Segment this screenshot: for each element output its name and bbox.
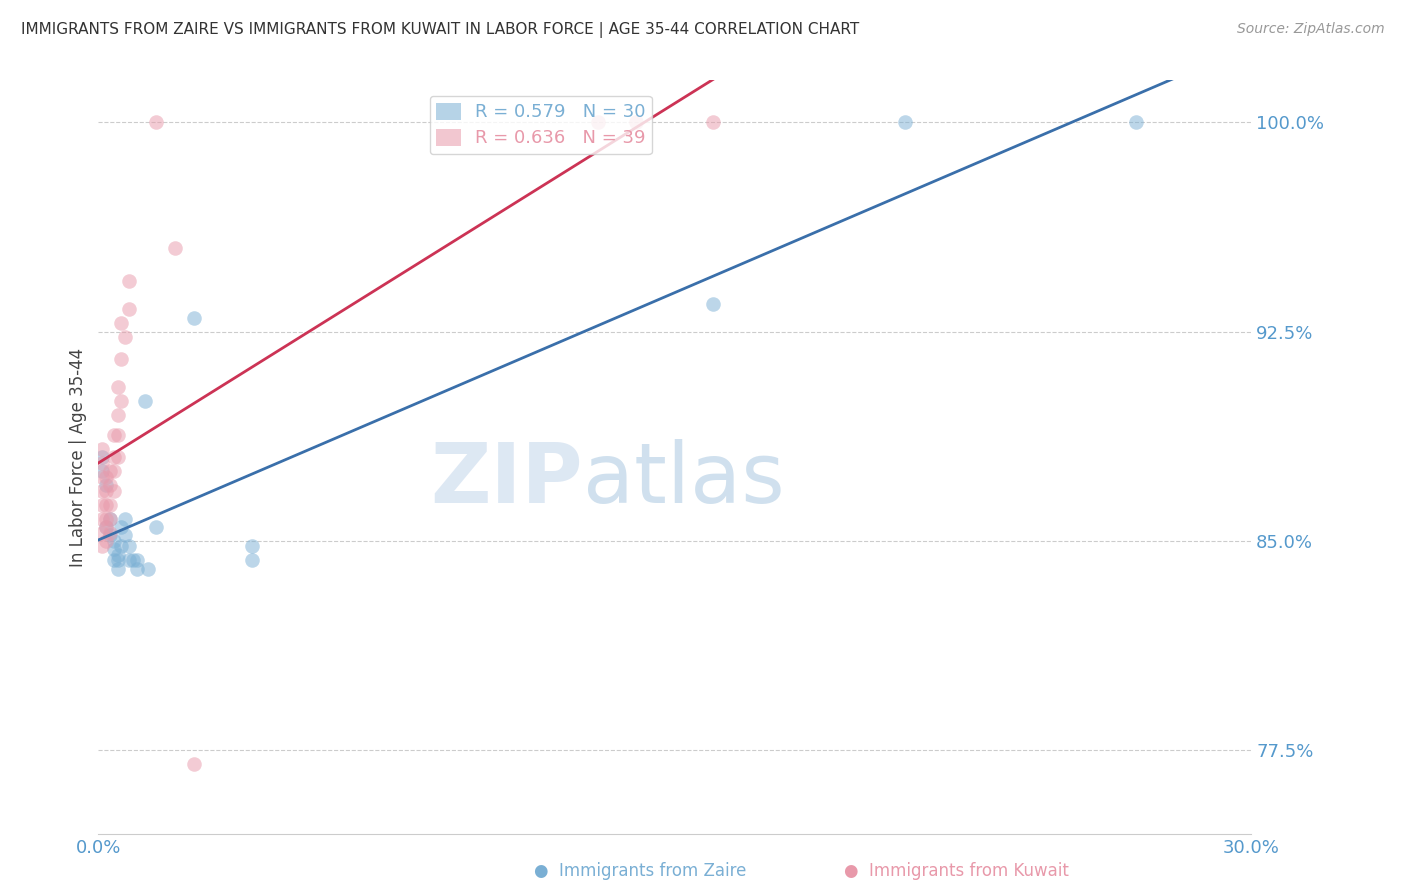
Point [91,498,114,512]
Text: ●  Immigrants from Zaire: ● Immigrants from Zaire [534,863,747,880]
Point [98,511,121,525]
Point [94,520,117,534]
Point [103,533,125,548]
Point [103,483,125,498]
Point [145,520,167,534]
Point [91,525,114,540]
Point [103,542,125,557]
Point [110,540,132,554]
Point [107,450,129,465]
Point [118,302,141,317]
Point [94,498,117,512]
Point [110,394,132,409]
Point [586,115,609,129]
Point [183,310,205,325]
Point [107,548,129,562]
Point [94,520,117,534]
Point [103,553,125,567]
Point [91,540,114,554]
Point [145,115,167,129]
Point [138,562,160,576]
Point [98,525,121,540]
Point [110,352,132,367]
Point [91,483,114,498]
Point [165,241,187,255]
Point [103,450,125,465]
Point [134,394,156,409]
Point [114,528,136,542]
Point [91,469,114,483]
Point [626,115,648,129]
Point [107,562,129,576]
Point [98,528,121,542]
Text: ●  Immigrants from Kuwait: ● Immigrants from Kuwait [844,863,1069,880]
Point [98,464,121,478]
Point [94,469,117,483]
Legend: R = 0.579   N = 30, R = 0.636   N = 39: R = 0.579 N = 30, R = 0.636 N = 39 [430,96,652,154]
Point [110,520,132,534]
Point [122,553,145,567]
Point [125,553,148,567]
Point [91,442,114,456]
Text: IMMIGRANTS FROM ZAIRE VS IMMIGRANTS FROM KUWAIT IN LABOR FORCE | AGE 35-44 CORRE: IMMIGRANTS FROM ZAIRE VS IMMIGRANTS FROM… [21,22,859,38]
Point [1125,115,1147,129]
Point [114,511,136,525]
Point [118,274,141,288]
Point [94,511,117,525]
Point [125,562,148,576]
Point [94,483,117,498]
Y-axis label: In Labor Force | Age 35-44: In Labor Force | Age 35-44 [69,348,87,566]
Point [103,464,125,478]
Point [107,553,129,567]
Point [94,478,117,492]
Point [118,540,141,554]
Text: Source: ZipAtlas.com: Source: ZipAtlas.com [1237,22,1385,37]
Point [702,115,724,129]
Point [183,757,205,772]
Point [91,450,114,465]
Point [114,330,136,344]
Point [98,478,121,492]
Point [103,427,125,442]
Point [91,511,114,525]
Point [98,498,121,512]
Point [702,296,724,310]
Point [118,553,141,567]
Point [240,540,263,554]
Point [91,456,114,470]
Point [107,380,129,394]
Point [94,533,117,548]
Point [107,409,129,423]
Text: ZIP: ZIP [430,439,582,520]
Text: atlas: atlas [582,439,785,520]
Point [91,464,114,478]
Point [107,427,129,442]
Point [98,511,121,525]
Point [110,316,132,330]
Point [894,115,917,129]
Point [240,553,263,567]
